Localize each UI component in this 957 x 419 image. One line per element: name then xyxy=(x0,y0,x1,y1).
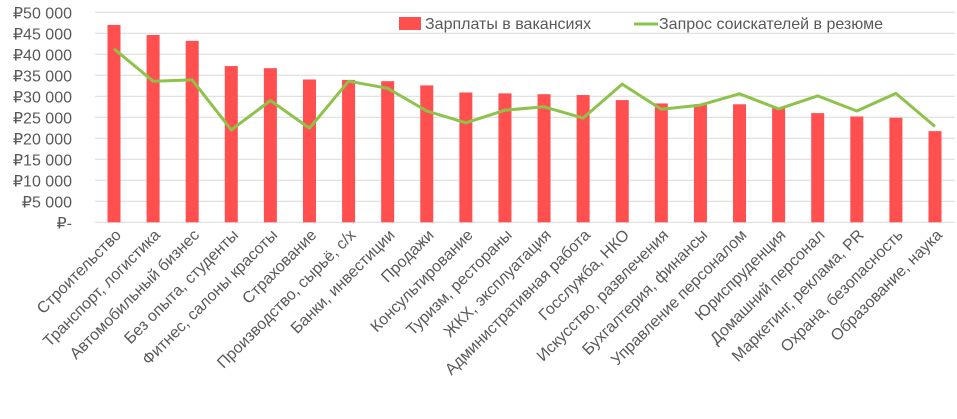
y-tick-label: ₽5 000 xyxy=(22,194,72,211)
y-tick-label: ₽15 000 xyxy=(13,152,72,169)
y-tick-label: ₽40 000 xyxy=(13,47,72,64)
bar xyxy=(302,79,316,223)
legend-label-line: Запрос соискателей в резюме xyxy=(659,16,883,33)
y-axis-ticks: ₽- ₽5 000 ₽10 000 ₽15 000 ₽20 000 ₽25 000 ₽30 … xyxy=(13,5,72,232)
bar xyxy=(850,116,864,223)
y-tick-label: ₽45 000 xyxy=(13,26,72,43)
line-series xyxy=(113,47,936,132)
bar xyxy=(615,100,629,223)
bar xyxy=(928,131,942,223)
bar xyxy=(146,34,160,223)
bar xyxy=(342,79,356,223)
line-path xyxy=(113,47,936,132)
legend-swatch-bars xyxy=(399,17,421,30)
bar xyxy=(654,103,668,223)
y-tick-label: ₽30 000 xyxy=(13,89,72,106)
bar xyxy=(576,95,590,223)
bar xyxy=(420,85,434,223)
legend-label-bars: Зарплаты в вакансиях xyxy=(425,16,591,33)
bar xyxy=(537,94,551,223)
bar xyxy=(459,92,473,223)
bar xyxy=(107,24,121,223)
bar xyxy=(889,117,903,223)
bar xyxy=(263,68,277,223)
y-tick-label: ₽20 000 xyxy=(13,131,72,148)
y-tick-label: ₽35 000 xyxy=(13,68,72,85)
bar xyxy=(733,104,747,223)
bar xyxy=(811,113,825,223)
bar xyxy=(185,40,199,223)
y-tick-label: ₽- xyxy=(56,215,72,232)
y-tick-label: ₽50 000 xyxy=(13,5,72,22)
bar xyxy=(772,107,786,223)
legend: Зарплаты в вакансиях Запрос соискателей … xyxy=(399,16,883,33)
bar xyxy=(498,93,512,223)
bar xyxy=(224,66,238,223)
y-tick-label: ₽25 000 xyxy=(13,110,72,127)
bar xyxy=(381,81,395,223)
y-tick-label: ₽10 000 xyxy=(13,173,72,190)
gridlines xyxy=(95,11,955,223)
bar xyxy=(693,104,707,223)
